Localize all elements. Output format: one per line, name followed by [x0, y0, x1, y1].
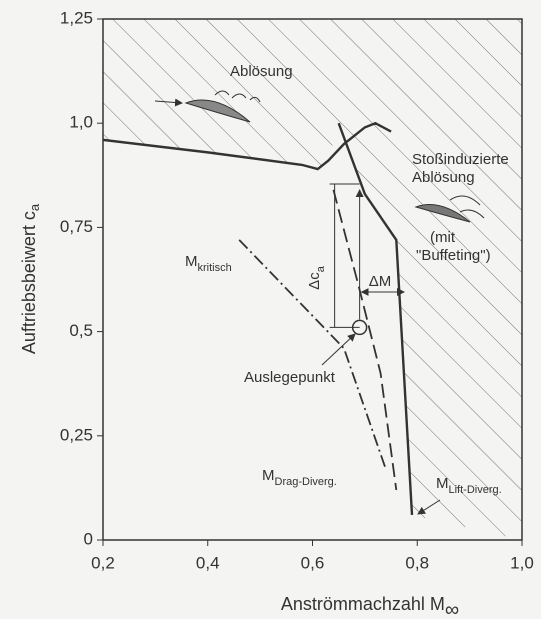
y-axis-label-main: Auftriebsbeiwert c [19, 211, 39, 354]
annotation: Ablösung [412, 169, 475, 186]
x-tick-label: 0,2 [91, 553, 115, 572]
x-tick-label: 1,0 [510, 553, 534, 572]
y-tick-label: 0,75 [60, 217, 93, 236]
x-tick-label: 0,6 [301, 553, 325, 572]
annotation-main: M [185, 253, 198, 270]
annotation-main: M [436, 475, 449, 492]
annotation-sub: Drag-Diverg. [275, 476, 337, 488]
y-tick-label: 0,25 [60, 425, 93, 444]
annotation: Auslegepunkt [244, 369, 336, 386]
annotation: Stoßinduzierte [412, 151, 509, 168]
annotation: Δca [306, 265, 327, 290]
y-tick-label: 0 [84, 529, 93, 548]
annotation-sub: Lift-Diverg. [449, 484, 502, 496]
x-tick-label: 0,4 [196, 553, 220, 572]
y-tick-label: 0,5 [69, 321, 93, 340]
annotation: "Buffeting") [416, 247, 491, 264]
x-axis-label: Anströmmachzahl M∞ [281, 594, 459, 619]
x-tick-label: 0,8 [405, 553, 429, 572]
series-line [333, 190, 396, 490]
annotation: MDrag-Diverg. [262, 467, 337, 488]
annotation-main: Δc [306, 272, 323, 290]
y-tick-label: 1,25 [60, 8, 93, 27]
annotation: Mkritisch [185, 253, 232, 274]
annotation: ΔM [369, 273, 392, 290]
annotation-sub: a [315, 265, 327, 272]
delta-ca-bracket [330, 184, 360, 327]
x-axis-label-main: Anströmmachzahl M [281, 594, 445, 614]
y-axis-label-sub: a [27, 203, 42, 211]
y-axis-label: Auftriebsbeiwert ca [19, 203, 43, 354]
annotation-main: M [262, 467, 275, 484]
y-tick-label: 1,0 [69, 113, 93, 132]
axis-labels: Auftriebsbeiwert ca Anströmmachzahl M∞ [19, 203, 459, 619]
annotation-sub: kritisch [198, 262, 232, 274]
chart: 0,2 0,4 0,6 0,8 1,0 0 0,25 0,5 0,75 1,0 1,25 Ablös… [0, 0, 541, 619]
annotation: Ablösung [230, 63, 293, 80]
x-axis-label-sub: ∞ [445, 599, 459, 619]
arrow [322, 334, 355, 365]
annotation: (mit [430, 229, 456, 246]
